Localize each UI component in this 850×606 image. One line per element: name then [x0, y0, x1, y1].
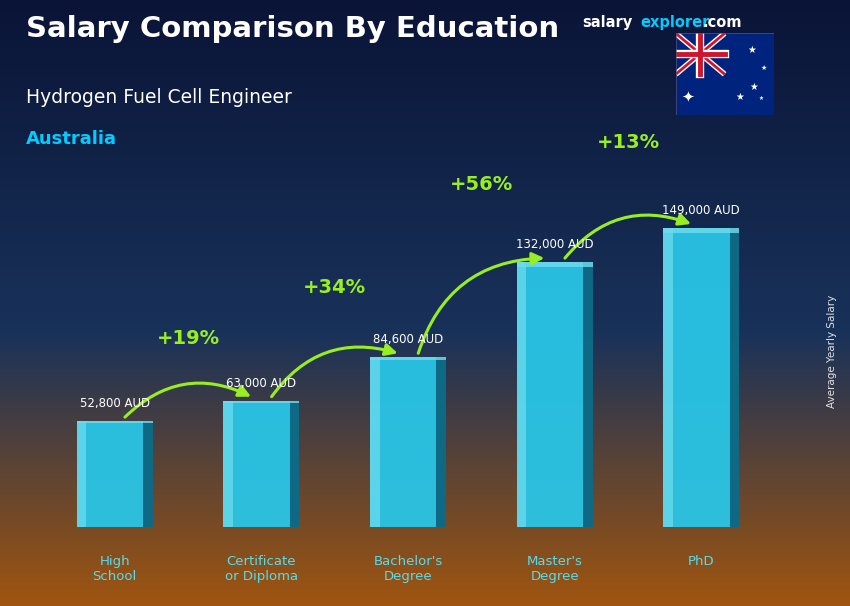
Text: Average Yearly Salary: Average Yearly Salary	[827, 295, 837, 408]
Bar	[224, 401, 299, 403]
Bar	[370, 358, 380, 527]
Text: ★: ★	[750, 81, 758, 92]
Bar	[663, 228, 740, 233]
Text: ★: ★	[761, 65, 767, 71]
Text: Bachelor's
Degree: Bachelor's Degree	[373, 555, 443, 584]
Text: 63,000 AUD: 63,000 AUD	[226, 377, 297, 390]
Bar	[76, 421, 87, 527]
Text: Salary Comparison By Education: Salary Comparison By Education	[26, 15, 558, 43]
Text: ★: ★	[735, 92, 744, 102]
Text: High
School: High School	[93, 555, 137, 584]
Text: 132,000 AUD: 132,000 AUD	[516, 238, 593, 251]
Text: +13%: +13%	[597, 133, 660, 152]
Text: 84,600 AUD: 84,600 AUD	[373, 333, 443, 346]
Text: 52,800 AUD: 52,800 AUD	[80, 397, 150, 410]
FancyArrowPatch shape	[125, 383, 248, 417]
Text: PhD: PhD	[688, 555, 715, 568]
Text: Hydrogen Fuel Cell Engineer: Hydrogen Fuel Cell Engineer	[26, 88, 292, 107]
Text: 149,000 AUD: 149,000 AUD	[662, 204, 740, 217]
Bar	[76, 421, 153, 423]
Bar	[224, 401, 299, 527]
Text: .com: .com	[702, 15, 741, 30]
FancyArrowPatch shape	[272, 345, 394, 397]
Bar	[370, 358, 446, 527]
Bar	[583, 262, 592, 527]
Bar	[224, 401, 233, 527]
Bar	[517, 262, 526, 527]
Bar	[663, 228, 673, 527]
Bar	[729, 228, 740, 527]
Bar	[517, 262, 592, 527]
Text: Australia: Australia	[26, 130, 116, 148]
Bar	[143, 421, 153, 527]
Bar	[663, 228, 740, 527]
Text: ★: ★	[759, 96, 763, 101]
Bar	[517, 262, 592, 267]
Text: Certificate
or Diploma: Certificate or Diploma	[224, 555, 298, 584]
Text: ★: ★	[747, 45, 756, 55]
FancyArrowPatch shape	[418, 253, 541, 353]
Text: salary: salary	[582, 15, 632, 30]
FancyArrowPatch shape	[565, 215, 688, 258]
Text: +56%: +56%	[450, 175, 513, 194]
Bar	[370, 358, 446, 361]
Text: +34%: +34%	[303, 278, 366, 297]
Text: explorer: explorer	[640, 15, 710, 30]
Text: +19%: +19%	[156, 330, 219, 348]
Bar	[76, 421, 153, 527]
Bar	[436, 358, 446, 527]
Text: ✦: ✦	[682, 90, 694, 105]
Bar	[290, 401, 299, 527]
Text: Master's
Degree: Master's Degree	[527, 555, 582, 584]
